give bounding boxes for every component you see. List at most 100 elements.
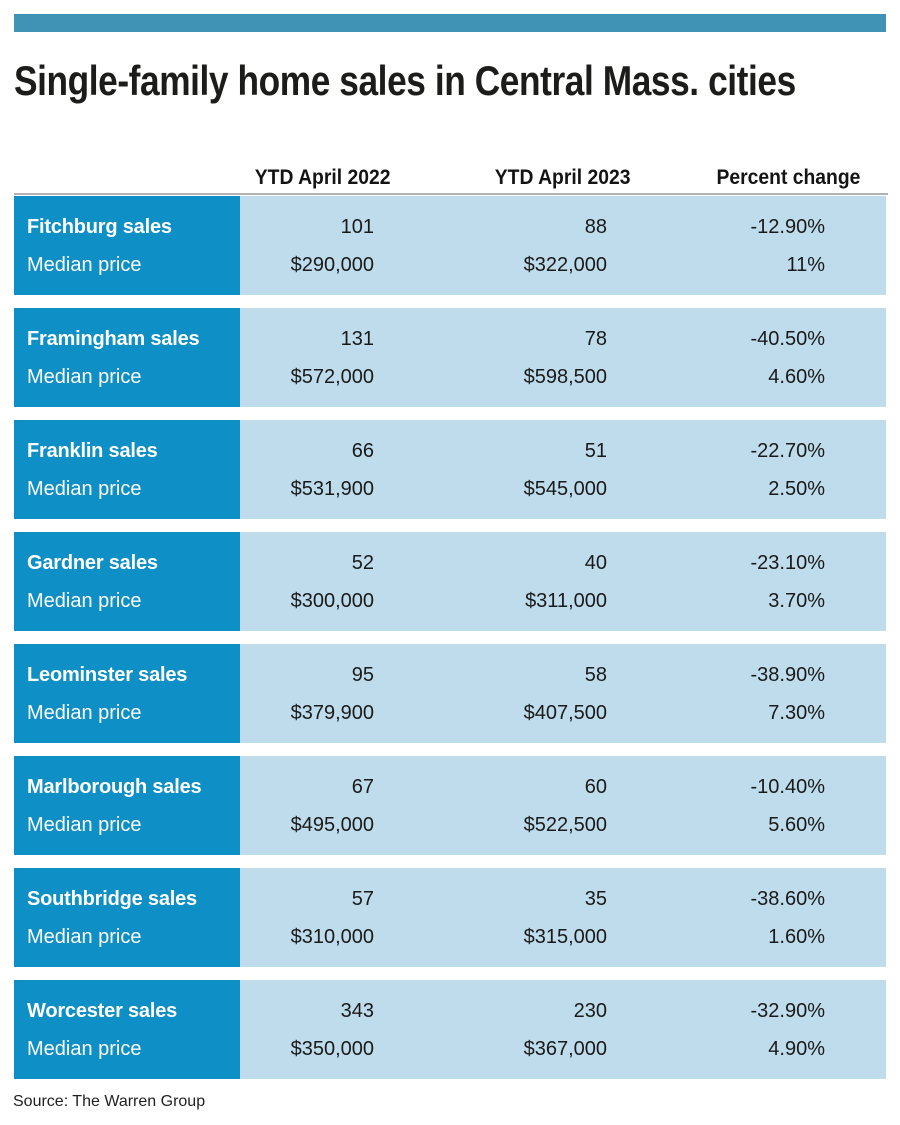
ytd-2023-column: 88 $322,000 xyxy=(455,196,670,295)
median-2023-value: $545,000 xyxy=(523,478,607,500)
sales-2022-value: 95 xyxy=(351,664,374,686)
median-2023-value: $598,500 xyxy=(523,366,607,388)
median-2023-value: $407,500 xyxy=(523,702,607,724)
median-2022-value: $310,000 xyxy=(290,926,374,948)
median-price-label: Median price xyxy=(27,926,142,948)
ytd-2023-column: 51 $545,000 xyxy=(455,420,670,519)
table-row: Southbridge sales Median price 57 $310,0… xyxy=(14,868,886,967)
ytd-2023-column: 60 $522,500 xyxy=(455,756,670,855)
percent-change-column: -23.10% 3.70% xyxy=(670,532,886,631)
median-change-value: 2.50% xyxy=(768,478,825,500)
median-change-value: 11% xyxy=(786,254,825,276)
median-change-value: 1.60% xyxy=(768,926,825,948)
table-row: Gardner sales Median price 52 $300,000 4… xyxy=(14,532,886,631)
city-sales-label: Leominster sales xyxy=(27,664,188,686)
sales-2023-value: 60 xyxy=(584,776,607,798)
percent-change-column: -12.90% 11% xyxy=(670,196,886,295)
sales-2023-value: 230 xyxy=(573,1000,607,1022)
table-row: Framingham sales Median price 131 $572,0… xyxy=(14,308,886,407)
column-header-ytd-2022: YTD April 2022 xyxy=(254,166,390,189)
table-row: Marlborough sales Median price 67 $495,0… xyxy=(14,756,886,855)
table-row: Worcester sales Median price 343 $350,00… xyxy=(14,980,886,1079)
median-2023-value: $322,000 xyxy=(523,254,607,276)
city-sales-label: Franklin sales xyxy=(27,440,158,462)
sales-change-value: -40.50% xyxy=(750,328,826,350)
column-header-percent-change: Percent change xyxy=(716,166,860,189)
row-label-column: Southbridge sales Median price xyxy=(14,868,240,967)
row-label-column: Framingham sales Median price xyxy=(14,308,240,407)
median-2023-value: $311,000 xyxy=(525,590,607,612)
header-divider-line xyxy=(14,193,888,195)
row-label-column: Leominster sales Median price xyxy=(14,644,240,743)
median-2022-value: $495,000 xyxy=(290,814,374,836)
city-sales-label: Framingham sales xyxy=(27,328,200,350)
table-row: Franklin sales Median price 66 $531,900 … xyxy=(14,420,886,519)
median-2022-value: $572,000 xyxy=(290,366,374,388)
median-2023-value: $315,000 xyxy=(523,926,607,948)
percent-change-column: -38.60% 1.60% xyxy=(670,868,886,967)
row-label-column: Worcester sales Median price xyxy=(14,980,240,1079)
sales-2023-value: 35 xyxy=(584,888,607,910)
median-2022-value: $531,900 xyxy=(290,478,374,500)
data-table: Fitchburg sales Median price 101 $290,00… xyxy=(14,196,886,1079)
ytd-2023-column: 230 $367,000 xyxy=(455,980,670,1079)
ytd-2022-column: 52 $300,000 xyxy=(240,532,455,631)
sales-change-value: -10.40% xyxy=(750,776,826,798)
column-header-ytd-2023: YTD April 2023 xyxy=(494,166,630,189)
median-price-label: Median price xyxy=(27,702,142,724)
city-sales-label: Fitchburg sales xyxy=(27,216,172,238)
median-price-label: Median price xyxy=(27,590,142,612)
median-price-label: Median price xyxy=(27,814,142,836)
sales-2023-value: 51 xyxy=(584,440,607,462)
sales-2023-value: 78 xyxy=(584,328,607,350)
median-change-value: 3.70% xyxy=(768,590,825,612)
median-change-value: 5.60% xyxy=(768,814,825,836)
city-sales-label: Worcester sales xyxy=(27,1000,178,1022)
sales-change-value: -38.60% xyxy=(750,888,826,910)
sales-2023-value: 58 xyxy=(584,664,607,686)
sales-2023-value: 88 xyxy=(584,216,607,238)
median-2023-value: $522,500 xyxy=(523,814,607,836)
table-row: Leominster sales Median price 95 $379,90… xyxy=(14,644,886,743)
ytd-2022-column: 66 $531,900 xyxy=(240,420,455,519)
percent-change-column: -22.70% 2.50% xyxy=(670,420,886,519)
percent-change-column: -38.90% 7.30% xyxy=(670,644,886,743)
table-row: Fitchburg sales Median price 101 $290,00… xyxy=(14,196,886,295)
median-2022-value: $350,000 xyxy=(290,1038,374,1060)
sales-2022-value: 343 xyxy=(340,1000,374,1022)
ytd-2022-column: 343 $350,000 xyxy=(240,980,455,1079)
ytd-2023-column: 58 $407,500 xyxy=(455,644,670,743)
sales-2022-value: 66 xyxy=(351,440,374,462)
sales-change-value: -12.90% xyxy=(750,216,826,238)
sales-change-value: -38.90% xyxy=(750,664,826,686)
row-label-column: Franklin sales Median price xyxy=(14,420,240,519)
median-price-label: Median price xyxy=(27,1038,142,1060)
ytd-2022-column: 101 $290,000 xyxy=(240,196,455,295)
sales-change-value: -32.90% xyxy=(750,1000,826,1022)
percent-change-column: -10.40% 5.60% xyxy=(670,756,886,855)
ytd-2022-column: 131 $572,000 xyxy=(240,308,455,407)
sales-change-value: -22.70% xyxy=(750,440,826,462)
row-label-column: Gardner sales Median price xyxy=(14,532,240,631)
median-2022-value: $379,900 xyxy=(290,702,374,724)
city-sales-label: Marlborough sales xyxy=(27,776,202,798)
accent-top-bar xyxy=(14,14,886,32)
sales-2022-value: 57 xyxy=(351,888,374,910)
ytd-2022-column: 57 $310,000 xyxy=(240,868,455,967)
median-change-value: 7.30% xyxy=(768,702,825,724)
sales-2022-value: 52 xyxy=(351,552,374,574)
median-price-label: Median price xyxy=(27,478,142,500)
ytd-2022-column: 95 $379,900 xyxy=(240,644,455,743)
sales-2022-value: 131 xyxy=(340,328,374,350)
sales-2022-value: 101 xyxy=(340,216,374,238)
source-credit: Source: The Warren Group xyxy=(13,1093,206,1110)
ytd-2023-column: 78 $598,500 xyxy=(455,308,670,407)
ytd-2022-column: 67 $495,000 xyxy=(240,756,455,855)
percent-change-column: -40.50% 4.60% xyxy=(670,308,886,407)
sales-change-value: -23.10% xyxy=(750,552,826,574)
sales-2022-value: 67 xyxy=(351,776,374,798)
city-sales-label: Southbridge sales xyxy=(27,888,197,910)
median-2022-value: $290,000 xyxy=(290,254,374,276)
page-title: Single-family home sales in Central Mass… xyxy=(14,57,796,104)
